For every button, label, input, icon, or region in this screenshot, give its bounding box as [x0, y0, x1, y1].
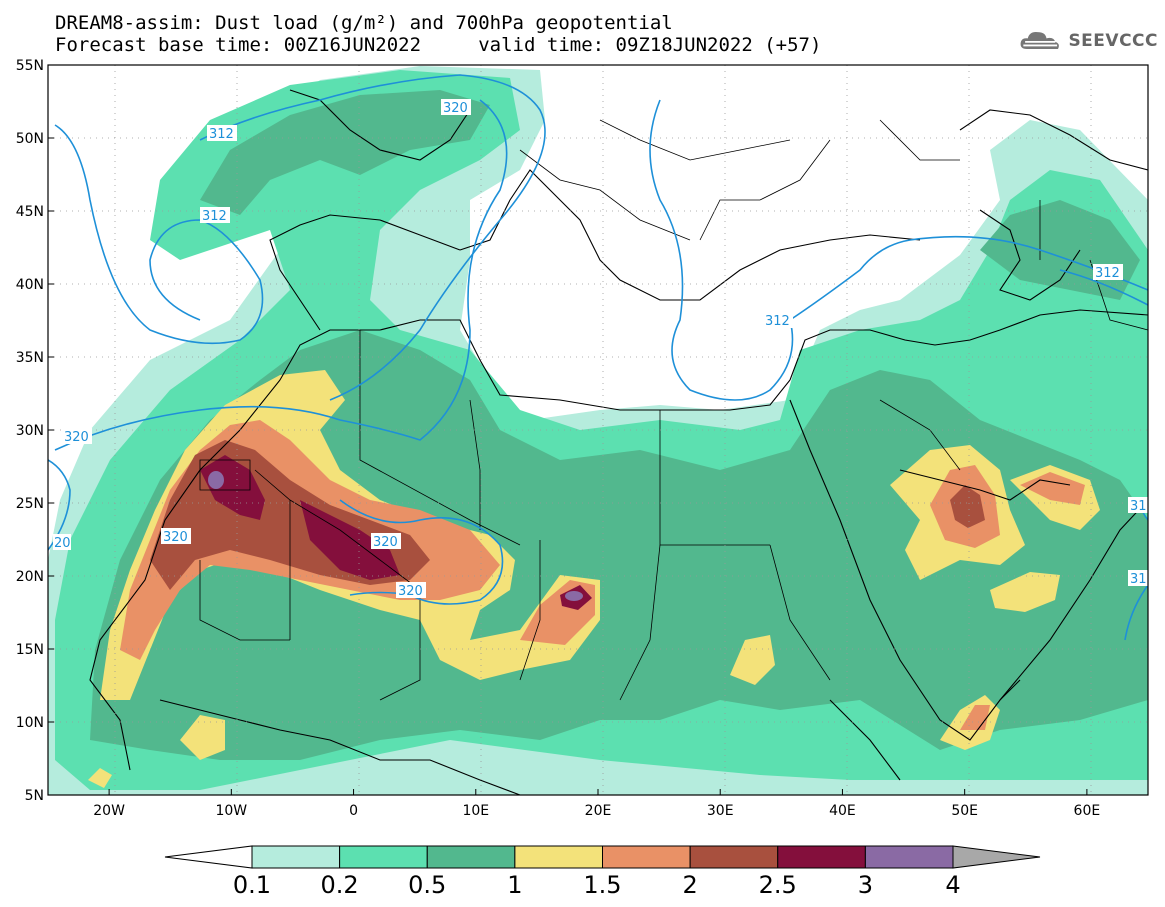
lat-tick-label: 30N: [16, 423, 44, 439]
colorbar-swatch: [689, 845, 779, 869]
contour-label-312-b: 312: [202, 209, 227, 224]
dust-level-1-5-gulf: [1020, 472, 1085, 505]
contour-label-312-a: 312: [209, 127, 234, 142]
contour-label-312-c: 312: [1095, 266, 1120, 281]
colorbar-swatch: [864, 845, 954, 869]
contour-label-320-d: 320: [373, 535, 398, 550]
contour-label-320-a: 320: [443, 101, 468, 116]
lat-tick-label: 20N: [16, 569, 44, 585]
latitude-axis: 55N 50N 45N 40N 35N 30N 25N 20N 15N 10N 5N: [16, 58, 54, 804]
contour-320-sw: [48, 459, 71, 551]
colorbar-swatch: [251, 845, 341, 869]
colorbar-label: 1.5: [583, 871, 621, 899]
dust-level-0-5: [90, 330, 1148, 760]
cloud-icon: [1020, 32, 1059, 49]
logo-text: SEEVCCC: [1068, 31, 1158, 51]
lon-tick-label: 20W: [93, 803, 125, 819]
dust-level-2-5-2: [300, 500, 400, 580]
colorbar-swatch: [514, 845, 603, 869]
colorbar-over-arrow: [952, 845, 1041, 869]
map-subtitle: Forecast base time: 00Z16JUN2022 valid t…: [55, 34, 822, 56]
lat-tick-label: 35N: [16, 350, 44, 366]
colorbar-swatch: [426, 845, 516, 869]
colorbar-label: 0.5: [408, 871, 446, 899]
lon-tick-label: 10W: [215, 803, 247, 819]
lat-tick-label: 55N: [16, 58, 44, 74]
dust-level-1-yemen: [990, 572, 1060, 612]
contour-label-320-c: 320: [163, 530, 188, 545]
contour-312-north: [199, 74, 546, 401]
contour-label-320-e: 320: [398, 584, 423, 599]
colorbar: 0.1 0.2 0.5 1 1.5 2 2.5 3 4: [164, 845, 1041, 899]
lon-tick-label: 50E: [951, 803, 978, 819]
contour-320-main: [54, 99, 508, 451]
colorbar-label: 4: [945, 871, 960, 899]
map-title: DREAM8-assim: Dust load (g/m²) and 700hP…: [55, 12, 673, 34]
colorbar-swatch: [339, 845, 428, 869]
contour-label-312-d: 312: [765, 314, 790, 329]
colorbar-swatch: [777, 845, 866, 869]
colorbar-label: 2.5: [759, 871, 797, 899]
dust-field: [48, 66, 1148, 795]
lon-tick-label: 40E: [829, 803, 856, 819]
contour-312-outer-east: [1059, 269, 1148, 306]
colorbar-label: 1: [507, 871, 522, 899]
colorbar-label: 3: [858, 871, 873, 899]
lon-tick-label: 10E: [462, 803, 489, 819]
lon-tick-label: 0: [349, 803, 358, 819]
lon-tick-label: 30E: [707, 803, 734, 819]
coastlines: [89, 89, 1148, 795]
dust-level-1-wa: [180, 715, 225, 760]
contour-label-31-a: 31: [1130, 499, 1147, 514]
dust-level-3-chad: [565, 591, 583, 601]
lat-tick-label: 5N: [25, 788, 44, 804]
lat-tick-label: 45N: [16, 204, 44, 220]
lat-tick-label: 50N: [16, 131, 44, 147]
contour-312-west: [54, 124, 264, 345]
contour-label-320-b: 320: [64, 430, 89, 445]
contour-labels: 312 320 312 312 312 320 320 320 20 320 3…: [53, 99, 1148, 599]
dust-level-0-5-north: [200, 90, 490, 215]
contour-312-east: [649, 99, 1148, 401]
colorbar-swatch: [602, 845, 691, 869]
colorbar-label: 0.2: [321, 871, 359, 899]
dust-level-1-sudan: [730, 635, 775, 685]
contour-label-31-b: 31: [1130, 572, 1147, 587]
longitude-axis: 20W 10W 0 10E 20E 30E 40E 50E 60E: [93, 789, 1100, 819]
lat-tick-label: 40N: [16, 277, 44, 293]
dust-level-2-arabia: [950, 485, 985, 528]
seevccc-logo: SEEVCCC: [1018, 26, 1158, 56]
colorbar-label: 2: [682, 871, 697, 899]
colorbar-label: 0.1: [233, 871, 271, 899]
contour-label-20: 20: [54, 536, 71, 551]
lat-tick-label: 10N: [16, 715, 44, 731]
lon-tick-label: 60E: [1074, 803, 1101, 819]
colorbar-under-arrow: [164, 845, 253, 869]
dust-level-1-wa2: [88, 768, 112, 788]
lon-tick-label: 20E: [585, 803, 612, 819]
lat-tick-label: 15N: [16, 642, 44, 658]
country-borders: [199, 119, 1148, 701]
lat-tick-label: 25N: [16, 496, 44, 512]
dust-level-3-west-sahara: [208, 471, 224, 489]
